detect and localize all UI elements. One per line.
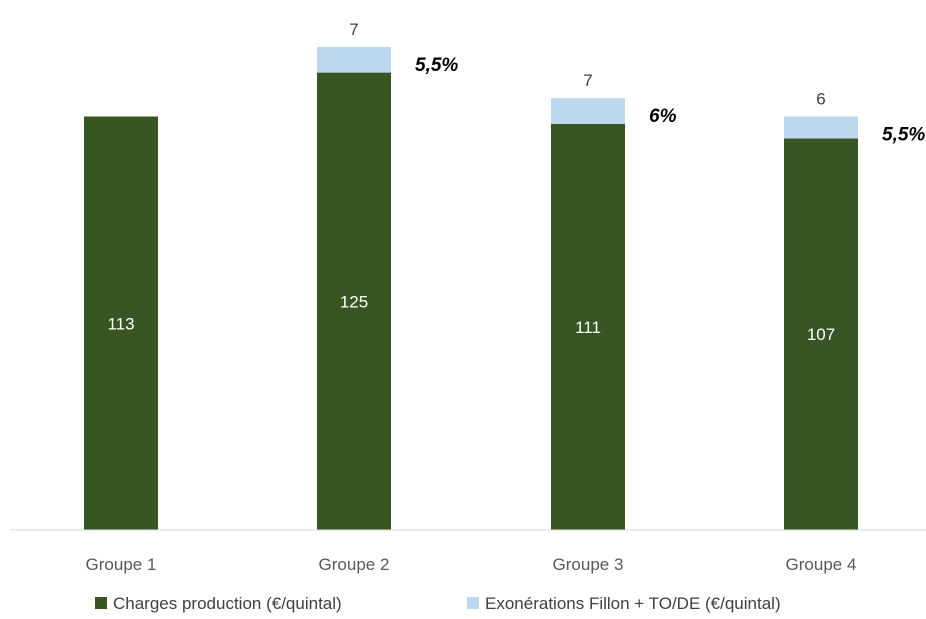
data-label-charges-3: 111 [575,318,601,337]
stacked-bar-chart: 113 Groupe 1 125 7 5,5% Groupe 2 111 7 6% Groupe … [10,20,926,574]
legend-label-exonerations: Exonérations Fillon + TO/DE (€/quintal) [485,594,781,613]
labels-layer: 113 Groupe 1 125 7 5,5% Groupe 2 111 7 6% Groupe … [86,20,926,574]
data-label-exonerations-4: 6 [816,90,825,109]
bar-exonerations-4 [784,116,858,139]
annotation-pct-2: 5,5% [415,55,458,76]
legend: Charges production (€/quintal) Exonérati… [0,594,926,618]
x-tick-label-2: Groupe 2 [319,555,390,574]
legend-label-charges: Charges production (€/quintal) [113,594,342,613]
legend-swatch-exonerations [467,597,479,609]
data-label-exonerations-3: 7 [583,71,592,90]
bar-charges-1 [84,116,158,531]
bar-charges-3 [551,123,625,531]
legend-item-exonerations: Exonérations Fillon + TO/DE (€/quintal) [467,594,781,614]
x-tick-label-3: Groupe 3 [553,555,624,574]
data-label-charges-4: 107 [807,325,835,344]
data-label-charges-2: 125 [340,292,368,311]
annotation-pct-4: 5,5% [882,125,925,146]
bar-exonerations-2 [317,46,391,73]
legend-item-charges: Charges production (€/quintal) [95,594,342,614]
annotation-pct-3: 6% [649,106,677,127]
bars-layer [84,46,858,531]
legend-swatch-charges [95,597,107,609]
x-tick-label-1: Groupe 1 [86,555,157,574]
data-label-charges-1: 113 [107,314,134,333]
x-tick-label-4: Groupe 4 [786,555,857,574]
bar-exonerations-3 [551,98,625,124]
bar-charges-4 [784,138,858,530]
bar-charges-2 [317,72,391,530]
data-label-exonerations-2: 7 [349,20,358,39]
